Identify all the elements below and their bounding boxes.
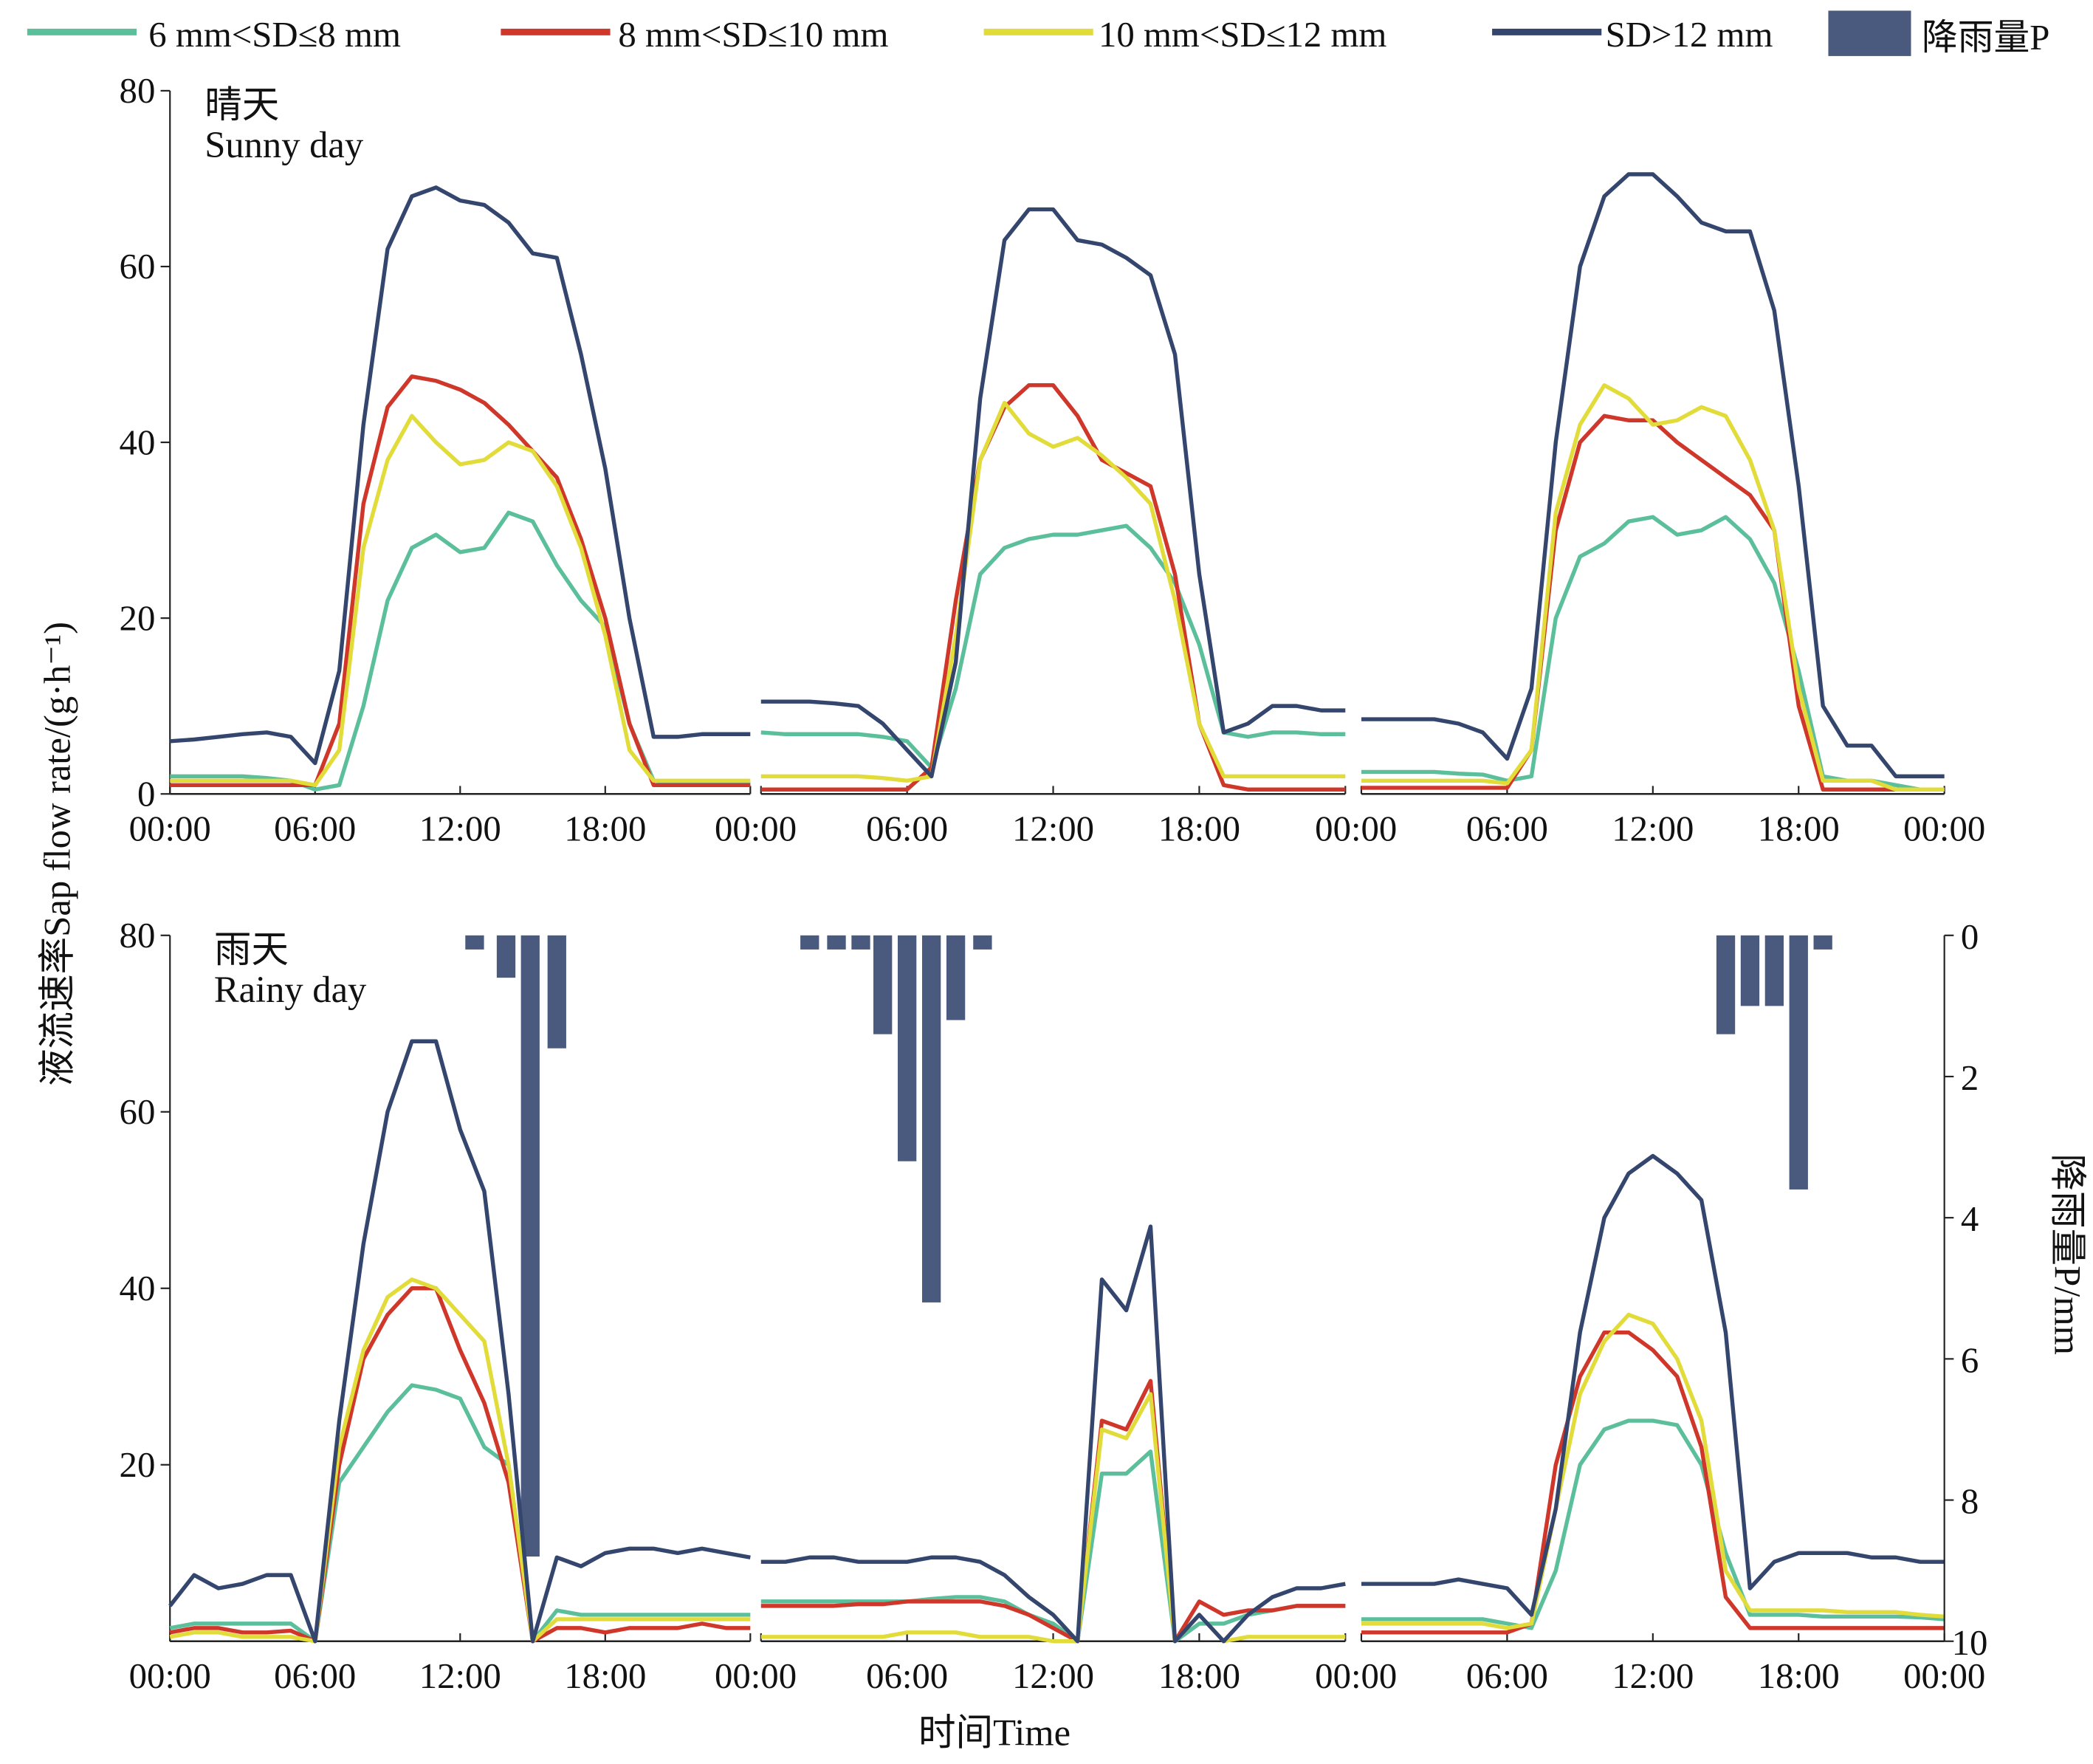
- x-tick-label: 00:00: [1315, 1656, 1397, 1696]
- x-tick-label: 18:00: [564, 1656, 646, 1696]
- rain-bar-1-3: [873, 935, 893, 1034]
- y-tick-label: 60: [120, 247, 156, 286]
- x-tick-label: 00:00: [1903, 1656, 1985, 1696]
- rain-bar-2-4: [1813, 935, 1832, 950]
- series-line-0-2-3: [1361, 172, 1945, 779]
- x-tick-label: 00:00: [715, 809, 797, 848]
- y-tick-label: 40: [120, 422, 156, 462]
- legend-rain-label: 降雨量P: [1922, 18, 2049, 58]
- y2-tick-label: 4: [1961, 1199, 1979, 1239]
- series-line-0-2-1: [1361, 413, 1945, 792]
- series-line-0-0-2: [170, 413, 751, 788]
- x-tick-label: 06:00: [866, 1656, 948, 1696]
- legend: 6 mm<SD≤8 mm 8 mm<SD≤10 mm 10 mm<SD≤12 mm S…: [27, 10, 2049, 58]
- rain-bar-1-5: [921, 935, 941, 1303]
- series-line-1-2-0: [1361, 1418, 1945, 1630]
- y-tick-label: 80: [120, 71, 156, 111]
- y2-tick-label: 2: [1961, 1058, 1979, 1098]
- rain-bar-1-4: [898, 935, 917, 1161]
- y-tick-label: 60: [120, 1092, 156, 1132]
- legend-label-1: 8 mm<SD≤10 mm: [618, 15, 888, 55]
- legend-label-0: 6 mm<SD≤8 mm: [148, 15, 401, 55]
- y2-tick-label: 8: [1961, 1482, 1979, 1522]
- x-tick-label: 06:00: [866, 809, 948, 848]
- rain-bar-0-2: [520, 935, 540, 1557]
- legend-label-3: SD>12 mm: [1606, 15, 1773, 55]
- x-tick-label: 12:00: [1612, 809, 1694, 848]
- x-tick-label: 06:00: [274, 1656, 356, 1696]
- y2-axis-label: 降雨量P/mm: [2047, 1153, 2089, 1355]
- legend-rain-swatch: [1828, 10, 1911, 56]
- series-line-1-1-3: [760, 1224, 1346, 1644]
- series-line-0-2-0: [1361, 515, 1945, 792]
- series-line-1-0-0: [169, 1383, 751, 1644]
- series-line-0-2-2: [1361, 383, 1945, 792]
- series-line-0-1-3: [760, 207, 1346, 779]
- rain-bar-0-1: [496, 935, 516, 978]
- series-line-1-2-1: [1361, 1330, 1945, 1635]
- x-tick-label: 06:00: [1466, 1656, 1548, 1696]
- rain-bar-2-3: [1789, 935, 1808, 1190]
- rain-bar-1-7: [973, 935, 992, 950]
- y2-tick-label: 10: [1952, 1623, 1988, 1663]
- y-tick-label: 40: [120, 1269, 156, 1308]
- series-line-0-1-0: [760, 524, 1346, 770]
- rain-bar-1-2: [851, 935, 870, 950]
- rain-bar-0-0: [465, 935, 484, 950]
- series-line-1-2-2: [1361, 1312, 1945, 1630]
- x-tick-label: 00:00: [129, 1656, 211, 1696]
- series-line-0-1-2: [760, 400, 1346, 783]
- series-line-0-0-0: [170, 510, 751, 792]
- x-tick-label: 00:00: [715, 1656, 797, 1696]
- series-line-0-1-1: [760, 383, 1346, 792]
- x-tick-label: 12:00: [1012, 1656, 1094, 1696]
- x-tick-label: 12:00: [1012, 809, 1094, 848]
- panel-label-en-1: Rainy day: [214, 969, 367, 1010]
- x-tick-label: 12:00: [419, 809, 501, 848]
- series-line-1-0-1: [169, 1286, 751, 1644]
- x-tick-label: 18:00: [1758, 1656, 1840, 1696]
- x-tick-label: 06:00: [274, 809, 356, 848]
- panel-label-cn-0: 晴天: [205, 84, 279, 126]
- y2-tick-label: 6: [1961, 1340, 1979, 1380]
- rain-bar-1-6: [946, 935, 966, 1020]
- series-line-0-0-1: [170, 374, 751, 788]
- y-tick-label: 20: [120, 598, 156, 638]
- x-tick-label: 12:00: [1612, 1656, 1694, 1696]
- x-tick-label: 18:00: [564, 809, 646, 848]
- y2-tick-label: 0: [1961, 917, 1979, 957]
- rain-bar-1-0: [800, 935, 819, 950]
- x-tick-label: 00:00: [1903, 809, 1985, 848]
- x-tick-label: 06:00: [1466, 809, 1548, 848]
- x-tick-label: 18:00: [1158, 1656, 1240, 1696]
- y-tick-label: 80: [120, 916, 156, 955]
- series-line-0-0-3: [170, 185, 751, 766]
- x-tick-label: 00:00: [1315, 809, 1397, 848]
- x-tick-label: 18:00: [1158, 809, 1240, 848]
- y-tick-label: 20: [120, 1445, 156, 1485]
- rain-bar-1-1: [827, 935, 846, 950]
- x-tick-label: 12:00: [419, 1656, 501, 1696]
- y-axis-label: 液流速率Sap flow rate/(g·h⁻¹): [37, 622, 78, 1086]
- panel-label-en-0: Sunny day: [205, 124, 364, 165]
- y-tick-label: 0: [137, 774, 155, 814]
- series-line-1-0-2: [169, 1277, 751, 1644]
- series-line-1-2-3: [1361, 1153, 1945, 1617]
- x-tick-label: 00:00: [129, 809, 211, 848]
- series-line-1-1-1: [760, 1379, 1346, 1644]
- rain-bar-2-1: [1740, 935, 1760, 1006]
- rain-bar-2-0: [1716, 935, 1736, 1034]
- panel-label-cn-1: 雨天: [214, 929, 289, 970]
- rain-bar-0-3: [547, 935, 566, 1049]
- x-tick-label: 18:00: [1758, 809, 1840, 848]
- legend-label-2: 10 mm<SD≤12 mm: [1099, 15, 1386, 55]
- x-axis-label: 时间Time: [918, 1712, 1070, 1754]
- rain-bar-2-2: [1764, 935, 1784, 1006]
- series-line-1-1-2: [760, 1392, 1346, 1644]
- series-line-1-0-3: [168, 1039, 751, 1644]
